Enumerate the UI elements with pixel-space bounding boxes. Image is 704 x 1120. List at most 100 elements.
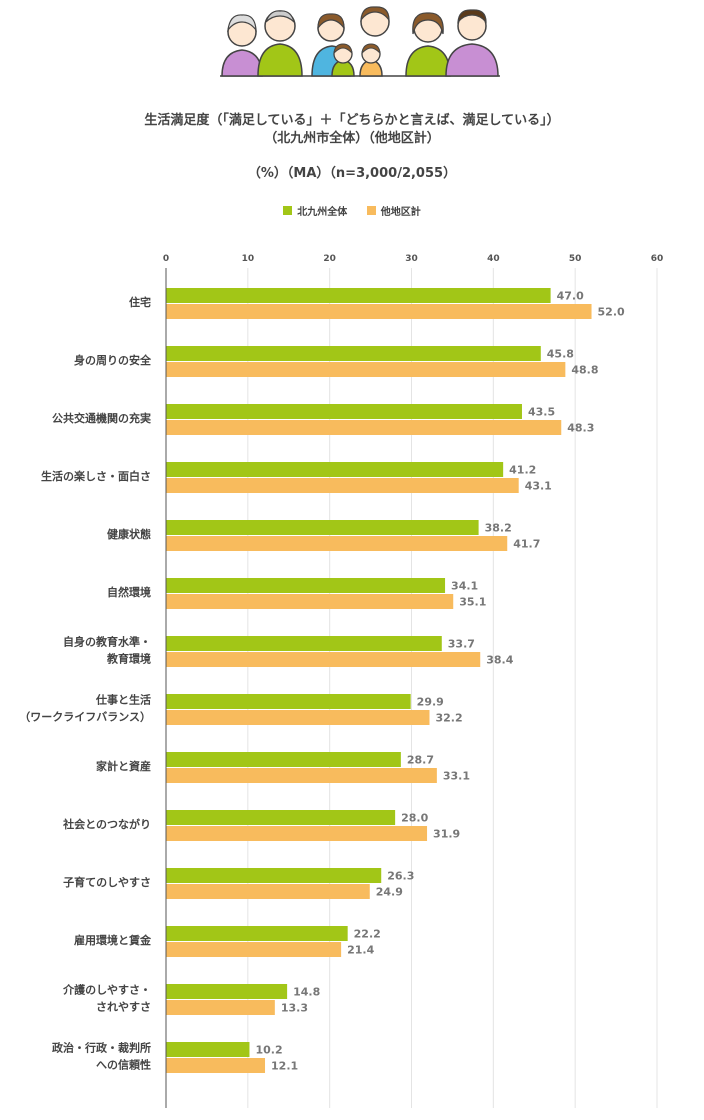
category-label: 教育環境 — [106, 652, 151, 666]
legend-label-kitakyushu: 北九州全体 — [297, 207, 348, 218]
bar-other-districts — [166, 420, 562, 435]
bar-kitakyushu — [166, 288, 551, 303]
bar-kitakyushu — [166, 462, 504, 477]
data-label: 31.9 — [433, 828, 460, 841]
x-tick-label: 40 — [487, 254, 500, 264]
legend-swatch-other-districts — [366, 206, 376, 215]
category-label: されやすさ — [96, 1001, 151, 1014]
bar-kitakyushu — [166, 520, 479, 535]
data-label: 10.2 — [255, 1044, 282, 1057]
data-label: 41.7 — [513, 538, 540, 551]
bar-kitakyushu — [166, 752, 401, 767]
bar-kitakyushu — [166, 636, 442, 651]
bar-other-districts — [166, 478, 519, 493]
category-label: 住宅 — [129, 295, 151, 309]
data-label: 45.8 — [547, 348, 574, 361]
bar-kitakyushu — [166, 926, 348, 941]
bar-other-districts — [166, 1058, 266, 1073]
data-label: 48.3 — [567, 422, 594, 435]
bar-kitakyushu — [166, 1042, 250, 1057]
data-label: 24.9 — [376, 886, 403, 899]
x-tick-label: 10 — [242, 254, 255, 264]
bar-kitakyushu — [166, 984, 288, 999]
bar-other-districts — [166, 652, 481, 667]
bar-other-districts — [166, 536, 508, 551]
category-label: 雇用環境と賃金 — [74, 933, 152, 947]
chart-title: 生活満足度（「満足している」＋「どちらかと言えば、満足している」） （北九州市全… — [0, 112, 704, 148]
child-figure — [359, 43, 383, 77]
x-tick-label: 0 — [163, 254, 169, 264]
x-tick-label: 20 — [323, 254, 336, 264]
category-label: 自然環境 — [107, 585, 151, 599]
bar-kitakyushu — [166, 404, 522, 419]
data-label: 21.4 — [347, 944, 374, 957]
data-label: 14.8 — [293, 986, 320, 999]
bar-other-districts — [166, 826, 428, 841]
bar-other-districts — [166, 304, 592, 319]
category-label: 仕事と生活 — [95, 693, 151, 707]
chart-subtitle: （%）（MA）（n=3,000/2,055） — [247, 166, 457, 181]
chart-title-line2: （北九州市全体）（他地区計） — [264, 131, 440, 146]
data-label: 34.1 — [451, 580, 478, 593]
bar-kitakyushu — [166, 810, 396, 825]
data-label: 12.1 — [271, 1060, 298, 1073]
legend-item-kitakyushu: 北九州全体 — [283, 203, 347, 218]
data-label: 48.8 — [571, 364, 598, 377]
data-label: 32.2 — [436, 712, 463, 725]
grandfather-figure — [257, 10, 303, 77]
data-label: 41.2 — [509, 464, 536, 477]
x-tick-label: 30 — [405, 254, 418, 264]
data-label: 38.2 — [485, 522, 512, 535]
data-label: 28.0 — [401, 812, 428, 825]
category-label: 社会とのつながり — [62, 817, 151, 831]
data-label: 47.0 — [557, 290, 584, 303]
data-label: 22.2 — [354, 928, 381, 941]
category-label: 子育てのしやすさ — [63, 875, 151, 889]
category-label: 身の周りの安全 — [74, 353, 152, 367]
category-label: 公共交通機関の充実 — [52, 411, 151, 425]
category-label: への信頼性 — [96, 1058, 151, 1072]
category-label: 介護のしやすさ・ — [62, 983, 151, 997]
category-label: 生活の楽しさ・面白さ — [41, 469, 151, 483]
data-label: 43.5 — [528, 406, 555, 419]
child-figure — [331, 43, 355, 77]
legend-label-other-districts: 他地区計 — [380, 207, 421, 218]
data-label: 38.4 — [486, 654, 513, 667]
father-figure — [360, 6, 390, 37]
bar-other-districts — [166, 942, 342, 957]
category-label: 家計と資産 — [96, 759, 151, 773]
category-label: 健康状態 — [107, 527, 151, 541]
bar-other-districts — [166, 884, 370, 899]
data-label: 13.3 — [281, 1002, 308, 1015]
family-illustration — [220, 6, 500, 77]
data-label: 43.1 — [525, 480, 552, 493]
data-label: 33.7 — [448, 638, 475, 651]
legend-swatch-kitakyushu — [283, 206, 293, 215]
bar-kitakyushu — [166, 868, 382, 883]
bar-other-districts — [166, 1000, 275, 1015]
data-label: 28.7 — [407, 754, 434, 767]
grandmother-figure — [221, 14, 263, 77]
data-label: 33.1 — [443, 770, 470, 783]
x-tick-label: 50 — [569, 254, 582, 264]
chart-title-line1: 生活満足度（「満足している」＋「どちらかと言えば、満足している」） — [144, 113, 560, 128]
data-label: 52.0 — [598, 306, 625, 319]
bar-kitakyushu — [166, 346, 541, 361]
bar-other-districts — [166, 710, 430, 725]
data-label: 26.3 — [387, 870, 414, 883]
data-label: 35.1 — [459, 596, 486, 609]
category-label: （ワークライフバランス） — [19, 711, 151, 724]
bar-kitakyushu — [166, 694, 411, 709]
chart-legend: 北九州全体 他地区計 — [0, 203, 704, 218]
bar-other-districts — [166, 594, 454, 609]
bar-other-districts — [166, 768, 437, 783]
category-label: 自身の教育水準・ — [63, 635, 151, 649]
bar-kitakyushu — [166, 578, 446, 593]
x-tick-label: 60 — [651, 254, 664, 264]
category-label: 政治・行政・裁判所 — [52, 1041, 151, 1055]
bar-other-districts — [166, 362, 566, 377]
data-label: 29.9 — [417, 696, 444, 709]
young-man-figure — [445, 9, 499, 77]
legend-item-other-districts: 他地区計 — [366, 203, 421, 218]
